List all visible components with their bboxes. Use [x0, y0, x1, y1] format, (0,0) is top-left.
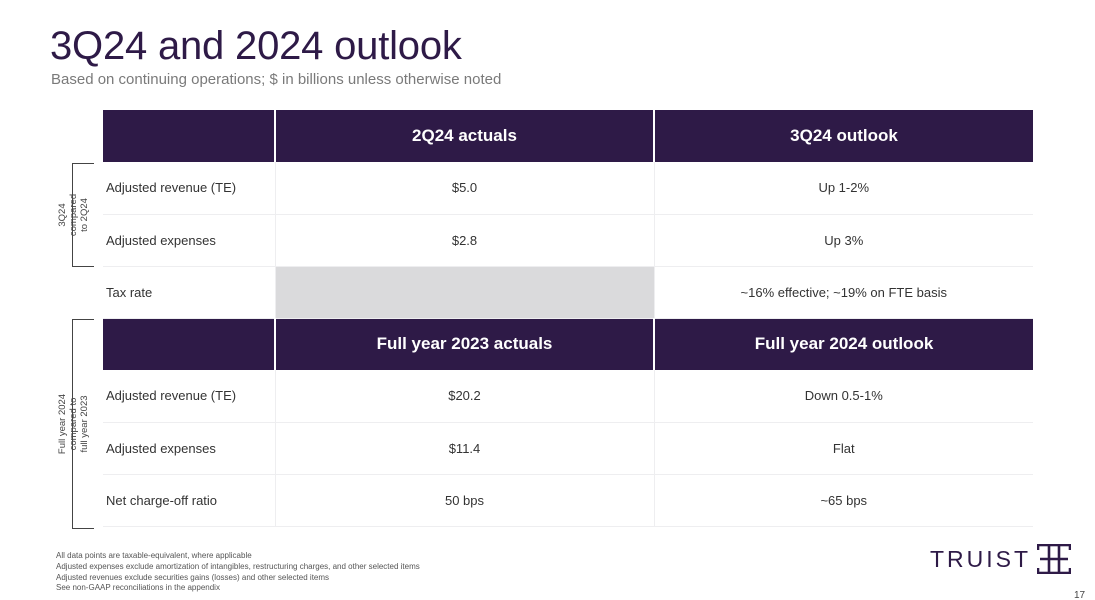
row-label: Adjusted revenue (TE): [103, 370, 275, 423]
row-label: Adjusted revenue (TE): [103, 162, 275, 215]
footnote: All data points are taxable-equivalent, …: [56, 551, 252, 560]
truist-logo-icon: [1037, 544, 1072, 574]
footnote: Adjusted revenues exclude securities gai…: [56, 572, 330, 582]
section1-header-row: 2Q24 actuals 3Q24 outlook: [103, 110, 1033, 162]
section2-bracket: [72, 319, 94, 529]
header-fy2023-actuals: Full year 2023 actuals: [274, 318, 654, 370]
actual-value: $20.2: [274, 370, 654, 423]
header-blank-cell: [103, 318, 275, 370]
actual-value-empty: [274, 266, 654, 319]
table-row: Adjusted revenue (TE) $5.0 Up 1-2%: [103, 162, 1033, 215]
outlook-value: ~65 bps: [653, 474, 1033, 527]
footnotes: All data points are taxable-equivalent, …: [56, 551, 420, 594]
actual-value: $11.4: [274, 422, 654, 475]
outlook-table: 2Q24 actuals 3Q24 outlook Adjusted reven…: [103, 110, 1033, 527]
table-row: Adjusted expenses $11.4 Flat: [103, 422, 1033, 475]
header-2q24-actuals: 2Q24 actuals: [274, 110, 654, 162]
table-row: Adjusted revenue (TE) $20.2 Down 0.5-1%: [103, 370, 1033, 423]
table-row: Net charge-off ratio 50 bps ~65 bps: [103, 474, 1033, 527]
actual-value: $5.0: [274, 162, 654, 215]
outlook-value: Up 1-2%: [653, 162, 1033, 215]
outlook-value: Up 3%: [653, 214, 1033, 267]
outlook-value: Down 0.5-1%: [653, 370, 1033, 423]
section1-side-label: 3Q24 compared to 2Q24: [57, 193, 90, 237]
section2-header-row: Full year 2023 actuals Full year 2024 ou…: [103, 318, 1033, 370]
logo-wordmark: TRUIST: [930, 545, 1032, 572]
outlook-value: Flat: [653, 422, 1033, 475]
slide-subtitle: Based on continuing operations; $ in bil…: [51, 71, 502, 88]
header-3q24-outlook: 3Q24 outlook: [653, 110, 1033, 162]
row-label: Tax rate: [103, 266, 275, 319]
section2-side-label: Full year 2024 compared to full year 202…: [57, 393, 90, 455]
table-row: Adjusted expenses $2.8 Up 3%: [103, 214, 1033, 267]
header-blank-cell: [103, 110, 275, 162]
section1-bracket: [72, 163, 94, 267]
page-number: 17: [1074, 590, 1086, 600]
slide-title: 3Q24 and 2024 outlook: [50, 24, 462, 68]
header-fy2024-outlook: Full year 2024 outlook: [653, 318, 1033, 370]
actual-value: 50 bps: [274, 474, 654, 527]
footnote: Adjusted expenses exclude amortization o…: [56, 561, 420, 571]
row-label: Adjusted expenses: [103, 422, 275, 475]
table-row: Tax rate ~16% effective; ~19% on FTE bas…: [103, 266, 1033, 319]
row-label: Net charge-off ratio: [103, 474, 275, 527]
footnote: See non-GAAP reconciliations in the appe…: [56, 583, 220, 593]
actual-value: $2.8: [274, 214, 654, 267]
truist-logo: TRUIST: [930, 544, 1072, 574]
row-label: Adjusted expenses: [103, 214, 275, 267]
outlook-value: ~16% effective; ~19% on FTE basis: [653, 266, 1033, 319]
